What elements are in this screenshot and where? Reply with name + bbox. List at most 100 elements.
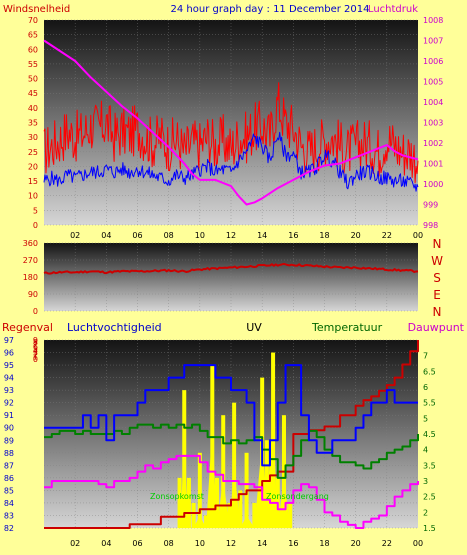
temperature-tick-label: 6.5 (423, 367, 436, 376)
time-tick-label: 16 (288, 231, 298, 240)
time-tick-label: 14 (257, 231, 267, 240)
time-tick-label: 08 (164, 539, 174, 548)
direction-tick-label: 270 (23, 256, 38, 265)
pressure-tick-label: 1000 (423, 180, 443, 189)
uv-bar (264, 440, 269, 528)
pressure-tick-label: 1004 (423, 98, 443, 107)
compass-label-s: S (433, 271, 441, 285)
uv-bar (238, 490, 243, 528)
time-tick-label: 20 (351, 231, 361, 240)
wind-axis-label: Windsnelheid (3, 4, 70, 15)
wind-tick-label: 65 (28, 31, 38, 40)
rain-axis-label: Regenval (2, 321, 53, 334)
time-tick-label: 04 (101, 539, 111, 548)
rain-tick-label: 6 (33, 342, 38, 351)
wind-tick-label: 60 (28, 45, 38, 54)
humidity-tick-label: 84 (4, 499, 14, 508)
pressure-tick-label: 1002 (423, 139, 443, 148)
time-tick-label: 06 (132, 231, 142, 240)
time-tick-label: 12 (226, 539, 236, 548)
uv-bar (288, 502, 293, 528)
humidity-tick-label: 87 (4, 461, 14, 470)
wind-direction-series (43, 262, 419, 275)
direction-tick-label: 180 (23, 273, 38, 282)
dewpoint-line (44, 454, 419, 529)
pressure-tick-label: 999 (423, 201, 438, 210)
compass-label-e: E (433, 288, 441, 302)
temperature-axis-label: Temperatuur (311, 321, 383, 334)
rain-tick-label: 0 (33, 355, 38, 364)
wind-speed-line (43, 82, 419, 184)
humidity-axis: 82 83 84 85 86 87 88 89 90 91 92 93 94 95 96 97 (4, 336, 14, 533)
pressure-tick-label: 1003 (423, 119, 443, 128)
rain-tick-label: 4 (33, 346, 38, 355)
wind-tick-label: 15 (28, 177, 38, 186)
direction-tick-label: 90 (28, 290, 38, 299)
compass-label-n-bottom: N (433, 305, 442, 319)
temperature-tick-label: 3.5 (423, 461, 436, 470)
sunrise-annotation: Zonsopkomst (150, 492, 204, 501)
compass-label-w: W (431, 254, 443, 268)
humidity-tick-label: 86 (4, 474, 14, 483)
time-tick-label: 12 (226, 231, 236, 240)
panel3-time-axis: 02 04 06 08 10 12 14 16 18 20 22 00 (70, 539, 423, 548)
temperature-axis: 1.5 2 2.5 3 3.5 4 4.5 5 5.5 6 6.5 7 (423, 352, 436, 533)
uv-axis-label: UV (246, 321, 262, 334)
humidity-tick-label: 96 (4, 349, 14, 358)
humidity-tick-label: 83 (4, 511, 14, 520)
humidity-temperature-series (44, 340, 419, 529)
time-tick-label: 06 (132, 539, 142, 548)
time-tick-label: 18 (319, 539, 329, 548)
temperature-tick-label: 5.5 (423, 399, 436, 408)
rain-tick-label: 1 (33, 353, 38, 362)
temperature-tick-label: 3 (423, 477, 428, 486)
humidity-line (44, 364, 418, 467)
wind-tick-label: 5 (33, 206, 38, 215)
temperature-tick-label: 4.5 (423, 430, 436, 439)
dewpoint-axis-label: Dauwpunt (408, 321, 465, 334)
wind-tick-label: 50 (28, 75, 38, 84)
compass-label-n-top: N (433, 237, 442, 251)
temperature-tick-label: 2 (423, 508, 428, 517)
uv-bar (214, 477, 219, 528)
uv-bar (186, 477, 191, 528)
wind-tick-label: 30 (28, 133, 38, 142)
humidity-axis-label: Luchtvochtigheid (67, 321, 162, 334)
compass-labels: N W S E N (431, 237, 443, 319)
uv-bar (191, 502, 196, 528)
pressure-axis: 998 999 1000 1001 1002 1003 1004 1005 1006 1007 10… (423, 16, 443, 230)
direction-tick-label: 360 (23, 239, 38, 248)
wind-direction-axis: 0 90 180 270 360 (23, 239, 38, 316)
time-tick-label: 08 (164, 231, 174, 240)
rain-tick-label: 2 (33, 351, 38, 360)
time-tick-label: 22 (382, 539, 392, 548)
pressure-tick-label: 1001 (423, 160, 443, 169)
wind-pressure-series (43, 39, 419, 206)
uv-bar (221, 415, 226, 528)
pressure-tick-label: 1008 (423, 16, 443, 25)
time-tick-label: 02 (70, 231, 80, 240)
humidity-tick-label: 93 (4, 386, 14, 395)
wind-gust-line (43, 131, 419, 192)
pressure-tick-label: 1007 (423, 37, 443, 46)
rain-tick-label: 3 (33, 349, 38, 358)
wind-direction-grid (44, 242, 418, 312)
wind-direction-line (43, 262, 419, 275)
wind-tick-label: 55 (28, 60, 38, 69)
time-tick-label: 00 (413, 539, 423, 548)
time-tick-label: 10 (195, 231, 205, 240)
wind-tick-label: 40 (28, 104, 38, 113)
humidity-tick-label: 91 (4, 411, 14, 420)
humidity-tick-label: 82 (4, 524, 14, 533)
uv-bar (177, 477, 182, 528)
time-tick-label: 22 (382, 231, 392, 240)
temperature-tick-label: 1.5 (423, 524, 436, 533)
time-tick-label: 04 (101, 231, 111, 240)
direction-tick-label: 0 (33, 307, 38, 316)
wind-speed-axis: 0 5 10 15 20 25 30 35 40 45 50 55 60 65 70 (28, 16, 38, 230)
graph-title: 24 hour graph day : 11 December 2014 (171, 4, 370, 15)
rain-tick-label: 5 (33, 344, 38, 353)
temperature-tick-label: 2.5 (423, 493, 436, 502)
